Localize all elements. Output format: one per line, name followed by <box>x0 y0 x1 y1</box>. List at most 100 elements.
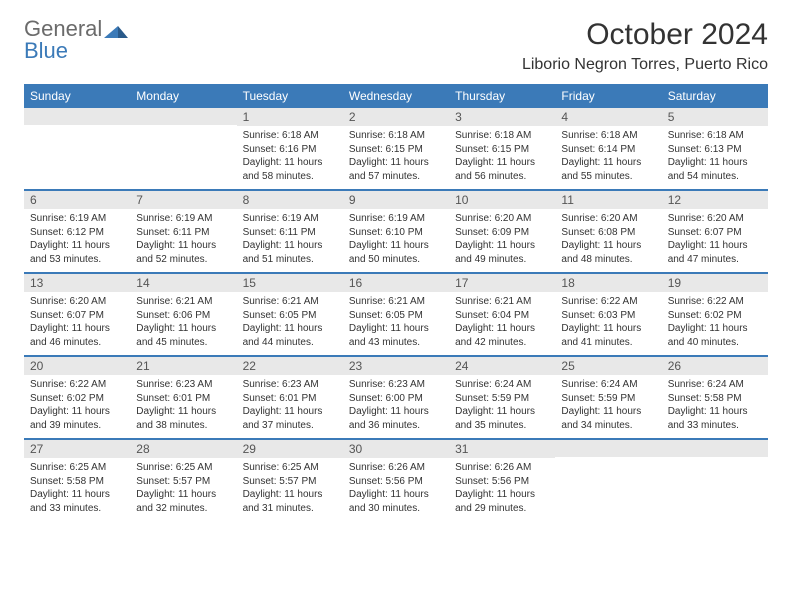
day-number: 7 <box>130 191 236 209</box>
month-title: October 2024 <box>522 18 768 52</box>
daylight-text: Daylight: 11 hours and 57 minutes. <box>349 156 443 183</box>
day-body: Sunrise: 6:24 AMSunset: 5:59 PMDaylight:… <box>449 375 555 438</box>
sunrise-text: Sunrise: 6:22 AM <box>561 295 655 309</box>
day-cell <box>662 440 768 521</box>
day-cell: 18Sunrise: 6:22 AMSunset: 6:03 PMDayligh… <box>555 274 661 355</box>
weekday-sun: Sunday <box>24 84 130 108</box>
day-body: Sunrise: 6:21 AMSunset: 6:04 PMDaylight:… <box>449 292 555 355</box>
sunset-text: Sunset: 6:15 PM <box>455 143 549 157</box>
day-cell: 20Sunrise: 6:22 AMSunset: 6:02 PMDayligh… <box>24 357 130 438</box>
day-cell: 16Sunrise: 6:21 AMSunset: 6:05 PMDayligh… <box>343 274 449 355</box>
day-cell: 30Sunrise: 6:26 AMSunset: 5:56 PMDayligh… <box>343 440 449 521</box>
sunrise-text: Sunrise: 6:18 AM <box>243 129 337 143</box>
day-body <box>555 457 661 515</box>
daylight-text: Daylight: 11 hours and 53 minutes. <box>30 239 124 266</box>
day-body: Sunrise: 6:25 AMSunset: 5:57 PMDaylight:… <box>237 458 343 521</box>
day-number: 30 <box>343 440 449 458</box>
sunrise-text: Sunrise: 6:18 AM <box>668 129 762 143</box>
logo-text: General Blue <box>24 18 102 62</box>
day-cell <box>130 108 236 189</box>
day-body: Sunrise: 6:18 AMSunset: 6:15 PMDaylight:… <box>449 126 555 189</box>
day-number: 13 <box>24 274 130 292</box>
sunset-text: Sunset: 6:02 PM <box>30 392 124 406</box>
day-cell <box>24 108 130 189</box>
sunset-text: Sunset: 6:07 PM <box>668 226 762 240</box>
day-number: 1 <box>237 108 343 126</box>
day-body: Sunrise: 6:26 AMSunset: 5:56 PMDaylight:… <box>343 458 449 521</box>
day-cell: 11Sunrise: 6:20 AMSunset: 6:08 PMDayligh… <box>555 191 661 272</box>
sunrise-text: Sunrise: 6:21 AM <box>243 295 337 309</box>
sunset-text: Sunset: 6:16 PM <box>243 143 337 157</box>
day-cell: 5Sunrise: 6:18 AMSunset: 6:13 PMDaylight… <box>662 108 768 189</box>
day-number: 10 <box>449 191 555 209</box>
day-cell: 26Sunrise: 6:24 AMSunset: 5:58 PMDayligh… <box>662 357 768 438</box>
sunset-text: Sunset: 6:07 PM <box>30 309 124 323</box>
sunset-text: Sunset: 6:12 PM <box>30 226 124 240</box>
sunset-text: Sunset: 6:06 PM <box>136 309 230 323</box>
day-body: Sunrise: 6:19 AMSunset: 6:11 PMDaylight:… <box>237 209 343 272</box>
sunset-text: Sunset: 5:58 PM <box>668 392 762 406</box>
day-body: Sunrise: 6:21 AMSunset: 6:05 PMDaylight:… <box>237 292 343 355</box>
week-row: 1Sunrise: 6:18 AMSunset: 6:16 PMDaylight… <box>24 108 768 189</box>
sunrise-text: Sunrise: 6:26 AM <box>455 461 549 475</box>
day-cell: 12Sunrise: 6:20 AMSunset: 6:07 PMDayligh… <box>662 191 768 272</box>
sunrise-text: Sunrise: 6:22 AM <box>668 295 762 309</box>
day-cell: 14Sunrise: 6:21 AMSunset: 6:06 PMDayligh… <box>130 274 236 355</box>
daylight-text: Daylight: 11 hours and 39 minutes. <box>30 405 124 432</box>
sunrise-text: Sunrise: 6:25 AM <box>30 461 124 475</box>
daylight-text: Daylight: 11 hours and 44 minutes. <box>243 322 337 349</box>
day-cell: 27Sunrise: 6:25 AMSunset: 5:58 PMDayligh… <box>24 440 130 521</box>
day-body: Sunrise: 6:24 AMSunset: 5:59 PMDaylight:… <box>555 375 661 438</box>
day-cell: 2Sunrise: 6:18 AMSunset: 6:15 PMDaylight… <box>343 108 449 189</box>
daylight-text: Daylight: 11 hours and 41 minutes. <box>561 322 655 349</box>
day-cell: 15Sunrise: 6:21 AMSunset: 6:05 PMDayligh… <box>237 274 343 355</box>
sunset-text: Sunset: 6:14 PM <box>561 143 655 157</box>
daylight-text: Daylight: 11 hours and 45 minutes. <box>136 322 230 349</box>
sunset-text: Sunset: 6:13 PM <box>668 143 762 157</box>
day-number: 28 <box>130 440 236 458</box>
day-cell: 7Sunrise: 6:19 AMSunset: 6:11 PMDaylight… <box>130 191 236 272</box>
sunset-text: Sunset: 6:10 PM <box>349 226 443 240</box>
day-body: Sunrise: 6:23 AMSunset: 6:01 PMDaylight:… <box>130 375 236 438</box>
day-body: Sunrise: 6:23 AMSunset: 6:00 PMDaylight:… <box>343 375 449 438</box>
daylight-text: Daylight: 11 hours and 33 minutes. <box>30 488 124 515</box>
day-number: 20 <box>24 357 130 375</box>
day-number: 24 <box>449 357 555 375</box>
day-cell: 17Sunrise: 6:21 AMSunset: 6:04 PMDayligh… <box>449 274 555 355</box>
day-cell: 24Sunrise: 6:24 AMSunset: 5:59 PMDayligh… <box>449 357 555 438</box>
sunrise-text: Sunrise: 6:20 AM <box>455 212 549 226</box>
sunset-text: Sunset: 6:01 PM <box>243 392 337 406</box>
sunrise-text: Sunrise: 6:26 AM <box>349 461 443 475</box>
daylight-text: Daylight: 11 hours and 42 minutes. <box>455 322 549 349</box>
day-number: 26 <box>662 357 768 375</box>
daylight-text: Daylight: 11 hours and 47 minutes. <box>668 239 762 266</box>
day-cell: 10Sunrise: 6:20 AMSunset: 6:09 PMDayligh… <box>449 191 555 272</box>
logo-mark-icon <box>104 20 128 40</box>
daylight-text: Daylight: 11 hours and 36 minutes. <box>349 405 443 432</box>
day-body: Sunrise: 6:19 AMSunset: 6:12 PMDaylight:… <box>24 209 130 272</box>
sunset-text: Sunset: 6:05 PM <box>349 309 443 323</box>
weekday-wed: Wednesday <box>343 84 449 108</box>
sunset-text: Sunset: 6:15 PM <box>349 143 443 157</box>
sunset-text: Sunset: 6:00 PM <box>349 392 443 406</box>
daylight-text: Daylight: 11 hours and 50 minutes. <box>349 239 443 266</box>
day-number: 19 <box>662 274 768 292</box>
day-cell: 22Sunrise: 6:23 AMSunset: 6:01 PMDayligh… <box>237 357 343 438</box>
day-body: Sunrise: 6:20 AMSunset: 6:09 PMDaylight:… <box>449 209 555 272</box>
sunset-text: Sunset: 6:09 PM <box>455 226 549 240</box>
daylight-text: Daylight: 11 hours and 55 minutes. <box>561 156 655 183</box>
day-number: 11 <box>555 191 661 209</box>
sunset-text: Sunset: 5:59 PM <box>561 392 655 406</box>
sunrise-text: Sunrise: 6:18 AM <box>561 129 655 143</box>
day-number: 27 <box>24 440 130 458</box>
sunrise-text: Sunrise: 6:19 AM <box>349 212 443 226</box>
daylight-text: Daylight: 11 hours and 58 minutes. <box>243 156 337 183</box>
day-cell: 29Sunrise: 6:25 AMSunset: 5:57 PMDayligh… <box>237 440 343 521</box>
title-block: October 2024 Liborio Negron Torres, Puer… <box>522 18 768 74</box>
sunrise-text: Sunrise: 6:19 AM <box>136 212 230 226</box>
day-body <box>130 125 236 183</box>
day-cell: 9Sunrise: 6:19 AMSunset: 6:10 PMDaylight… <box>343 191 449 272</box>
day-number <box>130 108 236 125</box>
sunrise-text: Sunrise: 6:24 AM <box>455 378 549 392</box>
daylight-text: Daylight: 11 hours and 46 minutes. <box>30 322 124 349</box>
